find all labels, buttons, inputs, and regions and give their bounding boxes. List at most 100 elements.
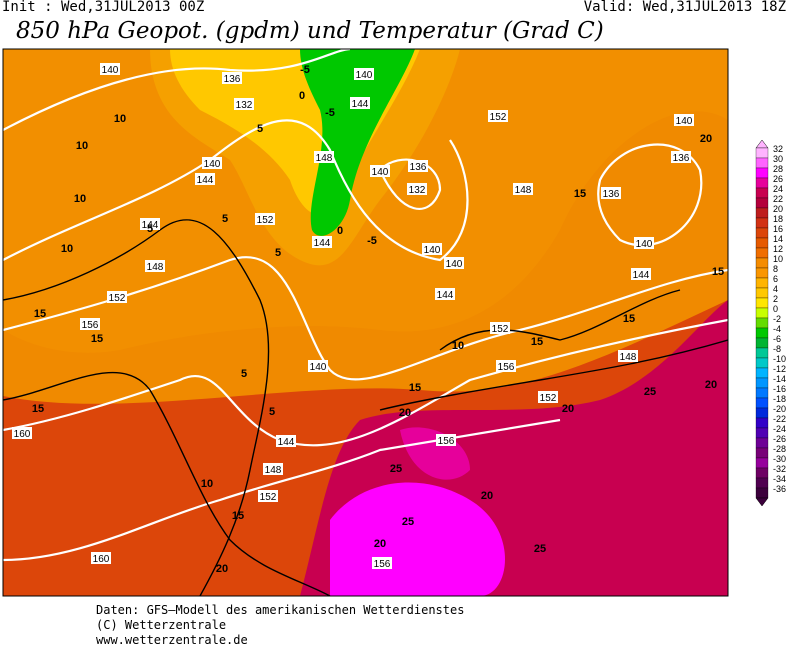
geopotential-label: 152	[260, 492, 277, 503]
colorbar-swatch	[755, 357, 769, 369]
geopotential-label-box	[312, 236, 332, 248]
temperature-label: -5	[367, 235, 377, 247]
temperature-label: 20	[700, 133, 712, 145]
temperature-label: 10	[201, 478, 213, 490]
colorbar-swatch	[755, 247, 769, 259]
geopotential-label: 156	[498, 362, 515, 373]
colorbar-swatch	[755, 487, 769, 499]
temperature-label: 25	[402, 516, 414, 528]
colorbar-swatch	[755, 277, 769, 289]
geopotential-label: 140	[310, 362, 327, 373]
temperature-label: 20	[705, 379, 717, 391]
colorbar-label: -36	[773, 484, 786, 494]
geopotential-label-box	[444, 257, 464, 269]
geopotential-label: 144	[278, 437, 295, 448]
geopotential-label: 132	[236, 100, 253, 111]
colorbar-label: 8	[773, 264, 778, 274]
colorbar-swatch	[755, 437, 769, 449]
geopotential-label: 140	[424, 245, 441, 256]
temperature-label: 15	[574, 188, 586, 200]
colorbar-swatch	[755, 237, 769, 249]
geopotential-label: 140	[372, 167, 389, 178]
colorbar-swatch	[755, 187, 769, 199]
temperature-label: 15	[409, 382, 421, 394]
geopotential-label: 136	[410, 162, 427, 173]
geopotential-label-box	[314, 151, 334, 163]
temperature-label: 0	[299, 90, 305, 102]
colorbar-swatch	[755, 257, 769, 269]
temperature-label: 5	[257, 123, 263, 135]
colorbar-swatch	[755, 477, 769, 489]
temperature-label: 10	[61, 243, 73, 255]
geopotential-label: 136	[603, 189, 620, 200]
geopotential-label: 144	[633, 270, 650, 281]
temperature-label: 20	[216, 563, 228, 575]
geopotential-label-box	[513, 183, 533, 195]
temperature-label: 5	[147, 223, 153, 235]
colorbar-label: 28	[773, 164, 783, 174]
colorbar-label: -4	[773, 324, 781, 334]
colorbar-label: 16	[773, 224, 783, 234]
colorbar-label: 4	[773, 284, 778, 294]
colorbar-label: 20	[773, 204, 783, 214]
temperature-label: -5	[325, 107, 335, 119]
footer-line: www.wetterzentrale.de	[96, 633, 248, 647]
colorbar-arrow	[755, 139, 769, 149]
footer-line: (C) Wetterzentrale	[96, 618, 226, 632]
geopotential-label: 148	[147, 262, 164, 273]
temperature-label: 5	[241, 368, 247, 380]
colorbar-label: -10	[773, 354, 786, 364]
temperature-label: 10	[76, 140, 88, 152]
footer-line: Daten: GFS–Modell des amerikanischen Wet…	[96, 603, 464, 617]
colorbar-swatch	[755, 147, 769, 159]
geopotential-label: 136	[224, 74, 241, 85]
colorbar-label: 26	[773, 174, 783, 184]
geopotential-label: 156	[82, 320, 99, 331]
valid-time: Valid: Wed,31JUL2013 18Z	[584, 0, 786, 15]
colorbar-label: 22	[773, 194, 783, 204]
geopotential-label: 160	[14, 429, 31, 440]
colorbar-swatch	[755, 457, 769, 469]
geopotential-label: 156	[438, 436, 455, 447]
geopotential-label: 152	[257, 215, 274, 226]
temperature-label: 15	[531, 336, 543, 348]
colorbar-label: -6	[773, 334, 781, 344]
colorbar-label: -32	[773, 464, 786, 474]
colorbar-swatch	[755, 287, 769, 299]
temperature-label: 20	[562, 403, 574, 415]
colorbar-swatch	[755, 267, 769, 279]
geopotential-label-box	[140, 218, 160, 230]
colorbar-swatch	[755, 407, 769, 419]
geopotential-label: 152	[109, 293, 126, 304]
geopotential-label-box	[258, 490, 278, 502]
colorbar: 32302826242220181614121086420-2-4-6-8-10…	[755, 139, 786, 507]
geopotential-label: 140	[446, 259, 463, 270]
colorbar-swatch	[755, 417, 769, 429]
colorbar-label: 12	[773, 244, 783, 254]
colorbar-label: -26	[773, 434, 786, 444]
map-area: 140 136 132 140 144 148 152 144 148 152 156 160 140 1…	[3, 49, 728, 596]
colorbar-swatch	[755, 397, 769, 409]
colorbar-label: 10	[773, 254, 783, 264]
geopotential-label-box	[601, 187, 621, 199]
geopotential-label: 152	[490, 112, 507, 123]
geopotential-label-box	[436, 434, 456, 446]
colorbar-swatch	[755, 317, 769, 329]
geopotential-label-box	[308, 360, 328, 372]
geopotential-label-box	[195, 173, 215, 185]
colorbar-arrow	[755, 497, 769, 507]
geopotential-label: 148	[620, 352, 637, 363]
temperature-contours	[3, 219, 728, 596]
geopotential-label: 148	[316, 153, 333, 164]
geopotential-contours	[3, 49, 728, 562]
geopotential-label-box	[618, 350, 638, 362]
colorbar-label: -2	[773, 314, 781, 324]
geopotential-label-box	[202, 157, 222, 169]
geopotential-label-box	[276, 435, 296, 447]
geopotential-label: 140	[676, 116, 693, 127]
temperature-label: 0	[337, 225, 343, 237]
colorbar-label: -24	[773, 424, 786, 434]
geopotential-label-box	[12, 427, 32, 439]
colorbar-label: 18	[773, 214, 783, 224]
geopotential-label-box	[263, 463, 283, 475]
